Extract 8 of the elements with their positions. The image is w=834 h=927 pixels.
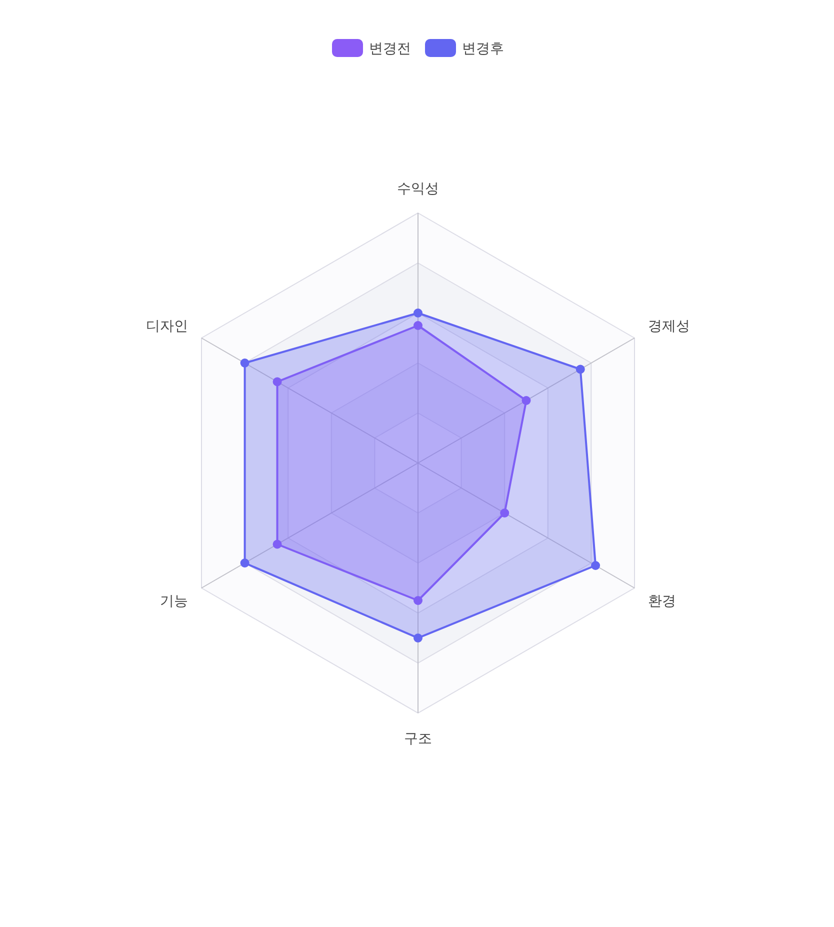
spoke-label: 환경 xyxy=(648,594,676,610)
spoke-label: 수익성 xyxy=(397,181,439,197)
legend-label: 변경전 xyxy=(369,41,411,57)
spoke-label: 경제성 xyxy=(648,318,690,334)
legend-label: 변경후 xyxy=(462,41,504,57)
spoke-label: 구조 xyxy=(404,731,432,747)
spoke-label: 디자인 xyxy=(146,318,188,334)
spoke-label: 기능 xyxy=(160,594,188,610)
